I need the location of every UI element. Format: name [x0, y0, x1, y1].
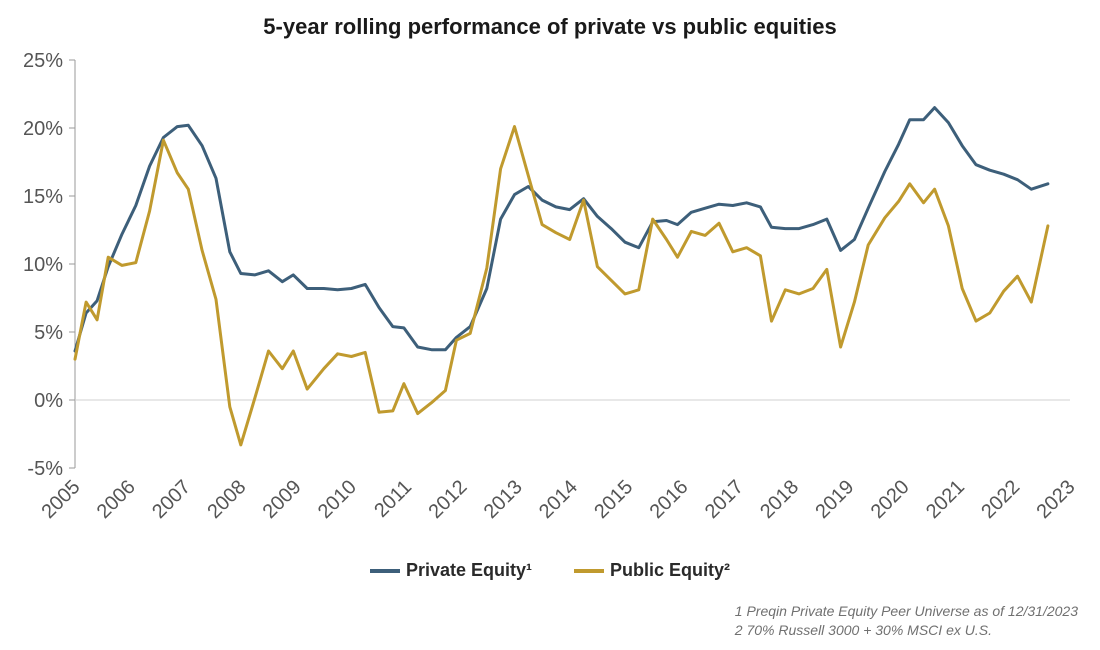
y-tick-label: 5% — [34, 322, 63, 344]
legend-label-private-equity: Private Equity¹ — [405, 560, 533, 580]
chart-title: 5-year rolling performance of private vs… — [263, 14, 837, 39]
legend-label-public-equity: Public Equity² — [610, 560, 731, 580]
x-tick-label: 2014 — [535, 476, 582, 523]
series-line-private-equity — [73, 106, 1050, 353]
legend-swatch-public-equity — [574, 568, 605, 573]
footnote-1: 1 Preqin Private Equity Peer Universe as… — [734, 603, 1078, 619]
x-tick-label: 2019 — [811, 476, 858, 523]
x-tick-label: 2017 — [701, 476, 748, 523]
y-tick-label: 0% — [34, 390, 63, 412]
y-tick-label: 10% — [23, 254, 63, 276]
x-tick-label: 2011 — [370, 476, 416, 522]
y-tick-label: 15% — [23, 186, 63, 208]
y-tick-label: 20% — [23, 118, 63, 140]
x-tick-label: 2023 — [1033, 476, 1080, 523]
x-tick-label: 2010 — [314, 476, 361, 523]
x-tick-label: 2018 — [756, 476, 803, 523]
x-tick-label: 2015 — [590, 476, 637, 523]
legend-swatch-private-equity — [369, 568, 400, 573]
y-tick-label: 25% — [23, 50, 63, 72]
footnotes: 1 Preqin Private Equity Peer Universe as… — [735, 602, 1078, 640]
legend-item-private-equity: Private Equity¹ — [369, 560, 533, 581]
x-tick-label: 2007 — [148, 476, 195, 523]
x-tick-label: 2012 — [424, 476, 471, 523]
y-tick-label: -5% — [27, 458, 63, 480]
x-tick-label: 2022 — [977, 476, 1024, 523]
x-tick-label: 2009 — [259, 476, 306, 523]
x-tick-label: 2008 — [203, 476, 250, 523]
x-tick-label: 2005 — [38, 476, 85, 523]
x-tick-label: 2013 — [480, 476, 527, 523]
chart-legend: Private Equity¹ Public Equity² — [0, 560, 1100, 581]
x-tick-label: 2020 — [867, 476, 914, 523]
x-tick-label: 2006 — [93, 476, 140, 523]
legend-item-public-equity: Public Equity² — [574, 560, 730, 581]
footnote-2: 2 70% Russell 3000 + 30% MSCI ex U.S. — [734, 622, 992, 638]
series-line-public-equity — [73, 125, 1050, 447]
x-tick-label: 2016 — [646, 476, 693, 523]
x-tick-label: 2021 — [922, 476, 969, 523]
